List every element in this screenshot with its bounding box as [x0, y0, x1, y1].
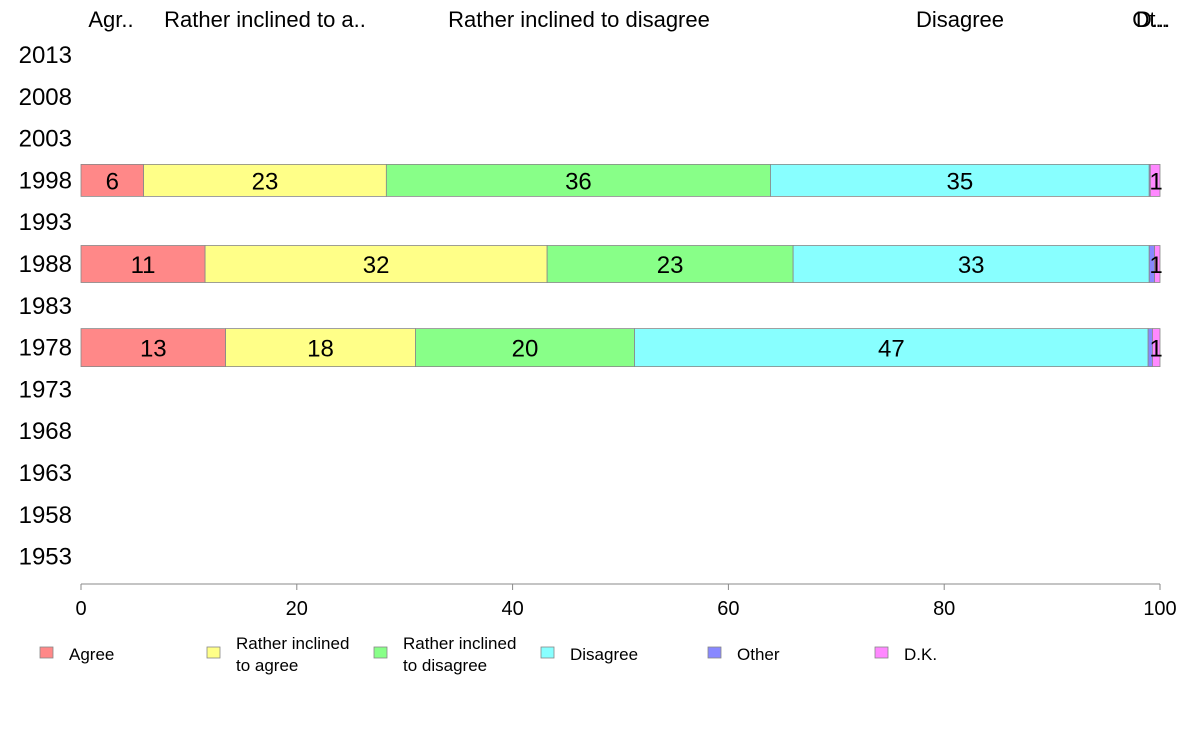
legend-swatch-rather-inclined-to-disagree	[373, 646, 388, 659]
data-label-1978-1: 18	[307, 336, 334, 363]
bar-1998-agree	[80, 163, 144, 197]
top-label-1: Rather inclined to a..	[164, 7, 366, 32]
x-tick-label-40: 40	[501, 598, 523, 620]
bar-1978-rather-inclined-to-agree	[225, 328, 416, 368]
legend-label-other: Other	[737, 645, 780, 664]
top-label-4: Ot..	[1132, 7, 1167, 32]
year-label-2008: 2008	[19, 84, 72, 111]
legend-swatch-disagree	[540, 646, 555, 659]
year-label-1953: 1953	[19, 544, 72, 571]
bar-1978-rather-inclined-to-disagree	[415, 328, 635, 368]
year-label-1958: 1958	[19, 502, 72, 529]
bar-1978-d-k-	[1152, 328, 1161, 368]
x-tick-label-80: 80	[933, 598, 955, 620]
legend-label-rather-inclined-to-agree-line2: to agree	[236, 656, 298, 675]
legend-label-rather-inclined-to-disagree-line1: Rather inclined	[403, 634, 516, 653]
year-label-1993: 1993	[19, 209, 72, 236]
bar-1988-disagree	[792, 245, 1150, 283]
year-label-1973: 1973	[19, 376, 72, 403]
legend-label-rather-inclined-to-agree-line1: Rather inclined	[236, 634, 349, 653]
data-label-1988-2: 23	[657, 252, 684, 279]
bar-1998-rather-inclined-to-agree	[143, 163, 387, 197]
legend-label-agree: Agree	[69, 645, 114, 664]
year-label-1963: 1963	[19, 460, 72, 487]
year-label-1968: 1968	[19, 418, 72, 445]
year-label-2003: 2003	[19, 126, 72, 153]
bar-1998-d-k-	[1149, 163, 1161, 197]
top-label-5: D...	[1136, 7, 1170, 32]
legend-label-disagree: Disagree	[570, 645, 638, 664]
legend-swatch-rather-inclined-to-agree	[206, 646, 221, 659]
bar-1988-agree	[80, 245, 206, 283]
legend-label-d-k-: D.K.	[904, 645, 937, 664]
legend-swatch-agree	[39, 646, 54, 659]
data-label-1998-0: 6	[106, 168, 119, 195]
bar-1988-rather-inclined-to-agree	[204, 245, 548, 283]
x-tick-label-20: 20	[286, 598, 308, 620]
data-label-1998-5: 1	[1149, 168, 1162, 195]
bar-1978-disagree	[634, 328, 1149, 368]
data-label-1978-0: 13	[140, 336, 167, 363]
top-label-3: Disagree	[916, 7, 1004, 32]
x-tick-label-100: 100	[1143, 598, 1176, 620]
data-label-1988-3: 33	[958, 252, 985, 279]
data-label-1998-3: 35	[946, 168, 973, 195]
x-tick-label-60: 60	[717, 598, 739, 620]
x-tick-label-0: 0	[75, 598, 86, 620]
legend-label-rather-inclined-to-disagree-line2: to disagree	[403, 656, 487, 675]
bar-1988-rather-inclined-to-disagree	[546, 245, 794, 283]
year-label-1988: 1988	[19, 251, 72, 278]
data-label-1978-5: 1	[1149, 336, 1162, 363]
bar-1988-d-k-	[1154, 245, 1161, 283]
top-label-2: Rather inclined to disagree	[448, 7, 710, 32]
data-label-1978-3: 47	[878, 336, 905, 363]
year-label-1978: 1978	[19, 335, 72, 362]
data-label-1988-5: 1	[1149, 252, 1162, 279]
data-label-1998-1: 23	[252, 168, 279, 195]
year-label-2013: 2013	[19, 42, 72, 69]
data-label-1998-2: 36	[565, 168, 592, 195]
year-label-1998: 1998	[19, 167, 72, 194]
legend-swatch-other	[707, 646, 722, 659]
top-label-0: Agr..	[88, 7, 133, 32]
legend-swatch-d-k-	[874, 646, 889, 659]
bar-1998-disagree	[770, 163, 1150, 197]
bar-1998-rather-inclined-to-disagree	[385, 163, 771, 197]
data-label-1978-2: 20	[512, 336, 539, 363]
data-label-1988-0: 11	[131, 252, 156, 279]
data-label-1988-1: 32	[363, 252, 390, 279]
year-label-1983: 1983	[19, 293, 72, 320]
